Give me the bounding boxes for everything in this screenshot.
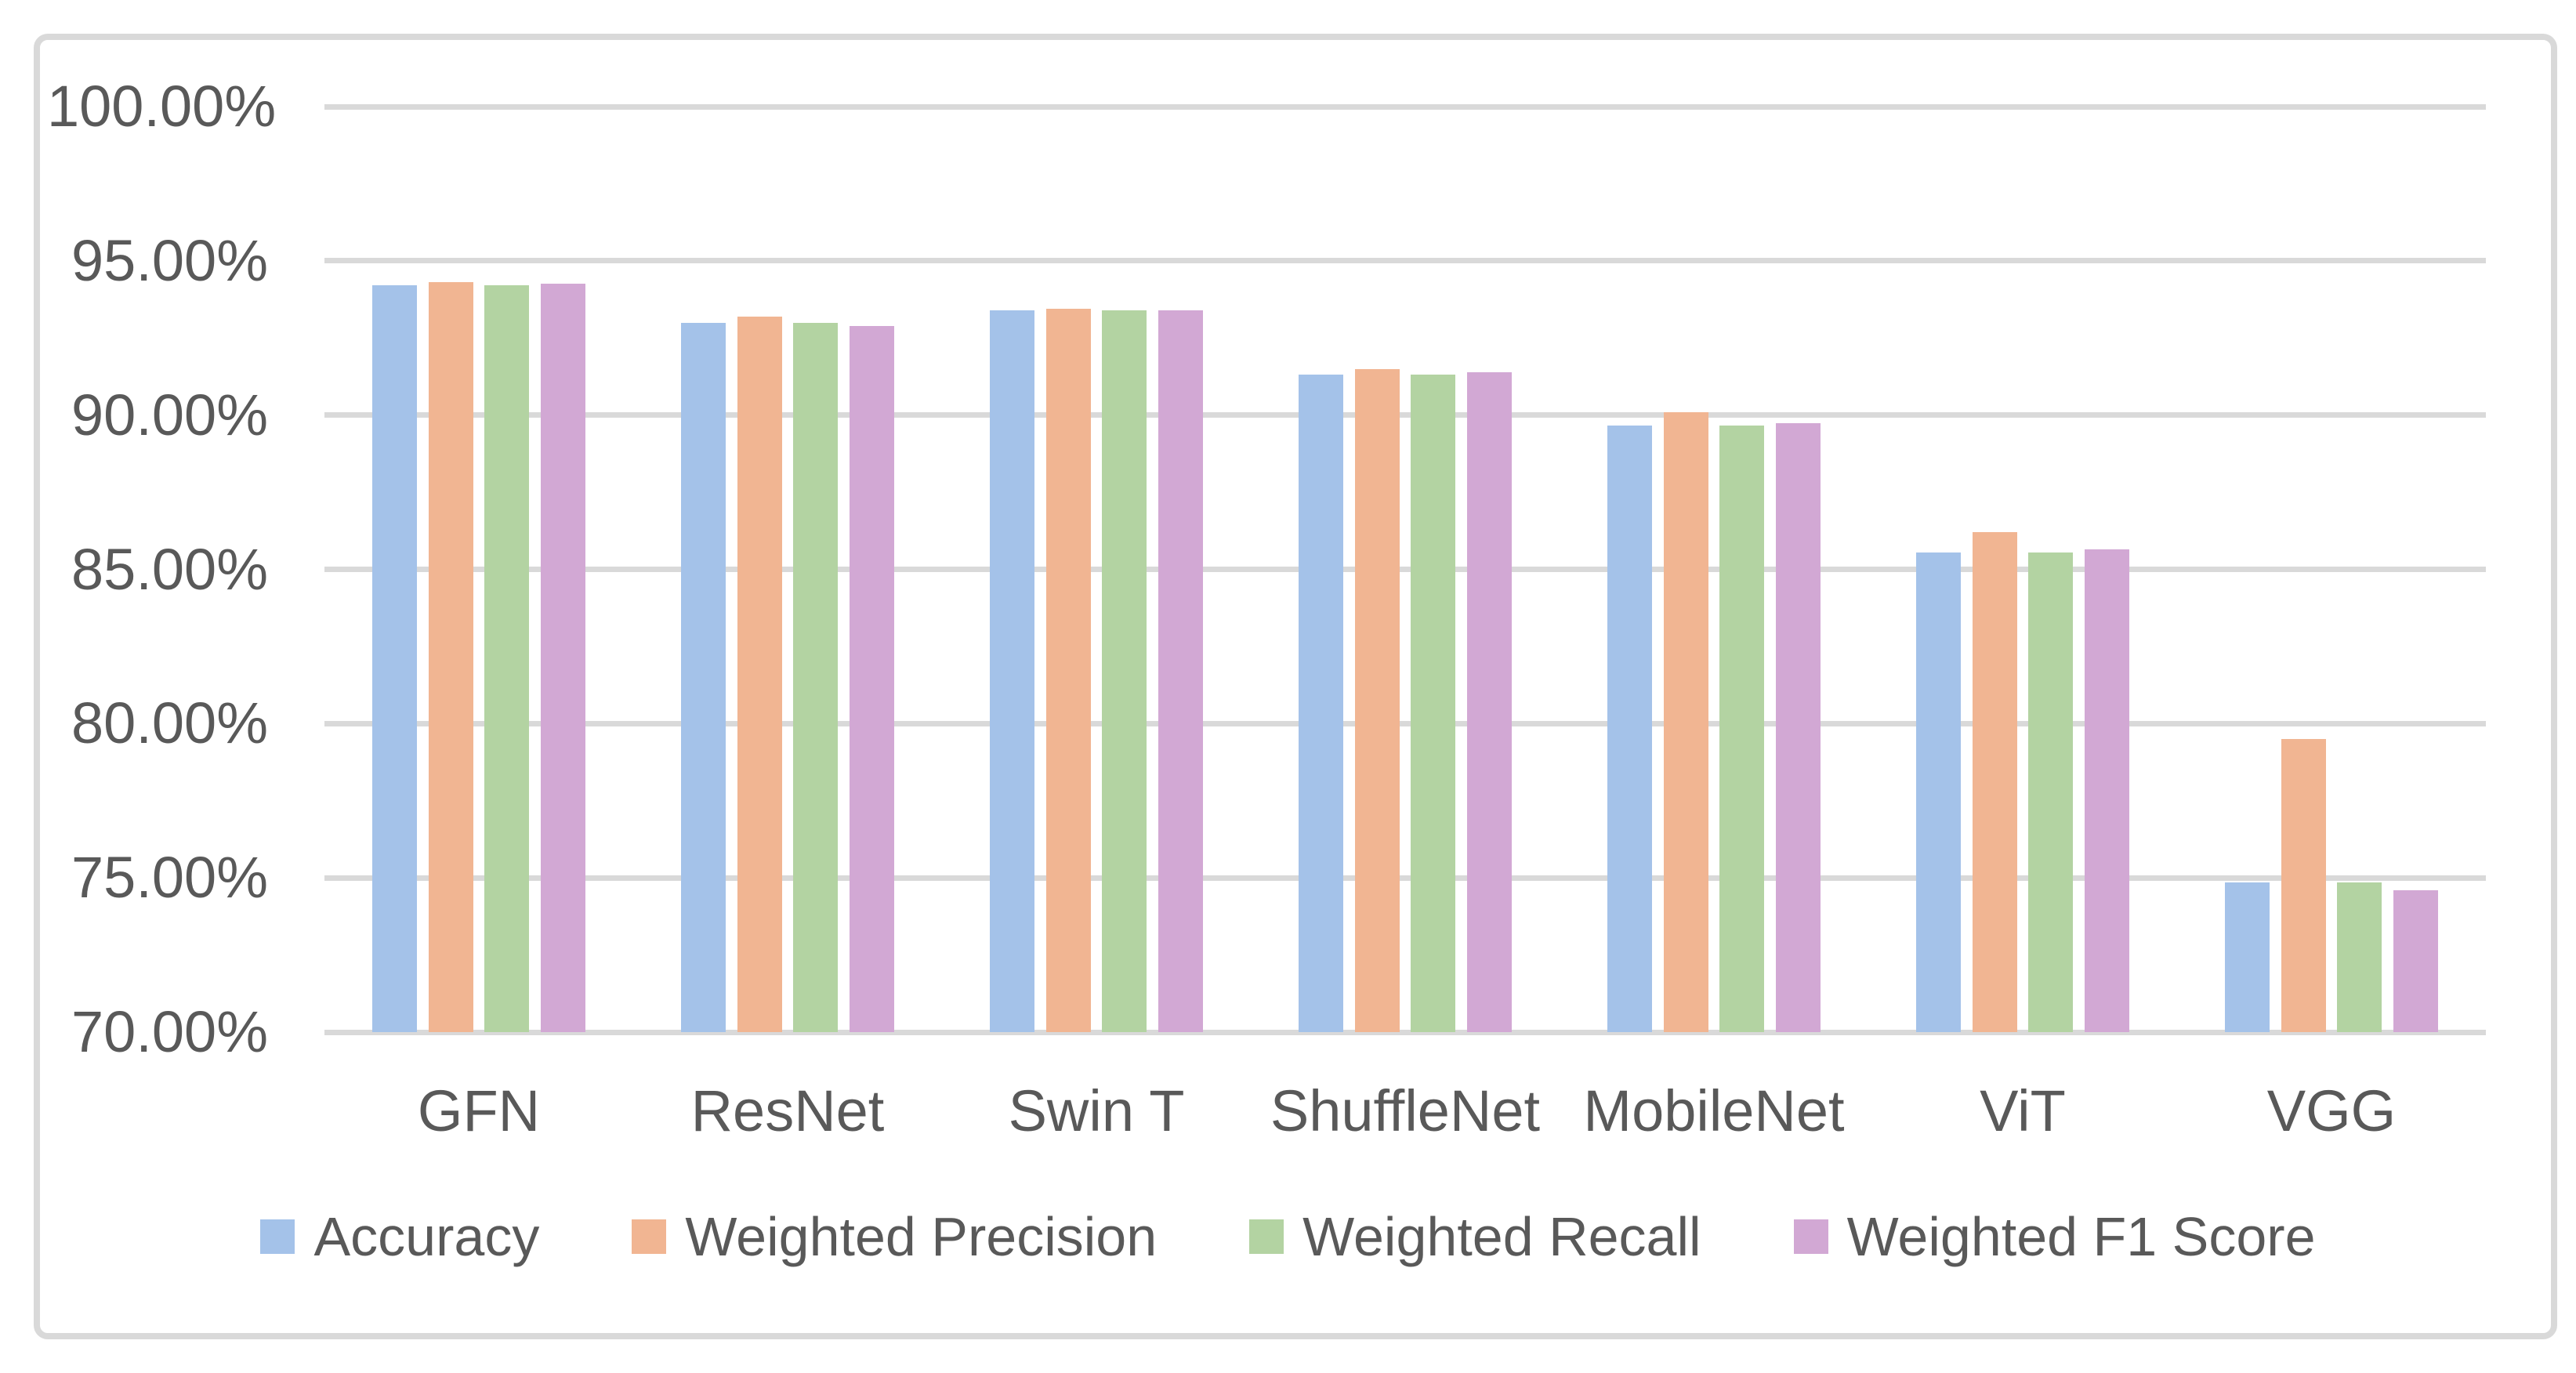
bar-shufflenet-weighted-f1-score bbox=[1466, 371, 1512, 1032]
gridline-75 bbox=[324, 875, 2486, 881]
bar-gfn-weighted-f1-score bbox=[540, 284, 585, 1032]
bar-vit-accuracy bbox=[1916, 552, 1962, 1032]
x-category-label-swin-t: Swin T bbox=[1008, 1078, 1185, 1143]
gridline-70 bbox=[324, 1029, 2486, 1035]
bar-gfn-accuracy bbox=[372, 285, 418, 1032]
x-category-label-gfn: GFN bbox=[417, 1078, 541, 1143]
x-category-label-vit: ViT bbox=[1980, 1078, 2066, 1143]
x-category-label-resnet: ResNet bbox=[690, 1078, 885, 1143]
x-category-label-vgg: VGG bbox=[2266, 1078, 2397, 1143]
legend-item-weighted-f1-score: Weighted F1 Score bbox=[1793, 1201, 2316, 1272]
bar-resnet-weighted-recall bbox=[793, 322, 839, 1032]
bar-shufflenet-weighted-precision bbox=[1354, 368, 1400, 1032]
legend: Accuracy Weighted Precision Weighted Recal… bbox=[0, 1197, 2576, 1276]
y-tick-label-90: 90.00% bbox=[71, 382, 268, 447]
bar-vit-weighted-precision bbox=[1972, 532, 2017, 1032]
y-tick-label-100: 100.00% bbox=[47, 74, 277, 139]
bar-swin-t-weighted-precision bbox=[1045, 308, 1091, 1032]
legend-label-weighted-f1-score: Weighted F1 Score bbox=[1846, 1206, 2316, 1267]
y-tick-label-80: 80.00% bbox=[71, 690, 268, 756]
bar-vgg-weighted-recall bbox=[2337, 882, 2382, 1032]
legend-label-weighted-precision: Weighted Precision bbox=[685, 1206, 1158, 1267]
x-category-label-shufflenet: ShuffleNet bbox=[1270, 1078, 1541, 1143]
bar-resnet-accuracy bbox=[681, 322, 726, 1032]
gridline-90 bbox=[324, 412, 2486, 418]
bar-vit-weighted-f1-score bbox=[2084, 549, 2129, 1032]
legend-item-weighted-recall: Weighted Recall bbox=[1249, 1201, 1701, 1272]
legend-label-accuracy: Accuracy bbox=[313, 1206, 540, 1267]
bar-mobilenet-weighted-recall bbox=[1719, 426, 1765, 1032]
bar-shufflenet-weighted-recall bbox=[1411, 375, 1456, 1032]
legend-swatch-weighted-f1-score bbox=[1793, 1219, 1828, 1254]
bar-resnet-weighted-precision bbox=[737, 316, 782, 1032]
bar-swin-t-accuracy bbox=[990, 310, 1035, 1032]
bar-swin-t-weighted-recall bbox=[1102, 310, 1147, 1032]
gridline-85 bbox=[324, 567, 2486, 572]
y-tick-label-75: 75.00% bbox=[71, 845, 268, 911]
bar-mobilenet-weighted-precision bbox=[1663, 411, 1708, 1032]
y-tick-label-85: 85.00% bbox=[71, 536, 268, 602]
bar-vgg-accuracy bbox=[2225, 882, 2270, 1032]
bar-shufflenet-accuracy bbox=[1299, 375, 1344, 1032]
bar-vit-weighted-recall bbox=[2028, 552, 2074, 1032]
legend-label-weighted-recall: Weighted Recall bbox=[1302, 1206, 1701, 1267]
x-category-label-mobilenet: MobileNet bbox=[1583, 1078, 1845, 1143]
bar-vgg-weighted-precision bbox=[2281, 739, 2326, 1032]
legend-item-accuracy: Accuracy bbox=[260, 1201, 539, 1272]
y-tick-label-95: 95.00% bbox=[71, 227, 268, 293]
bar-resnet-weighted-f1-score bbox=[849, 325, 894, 1032]
legend-swatch-accuracy bbox=[260, 1219, 295, 1254]
bar-gfn-weighted-recall bbox=[484, 285, 530, 1032]
gridline-100 bbox=[324, 103, 2486, 110]
bar-swin-t-weighted-f1-score bbox=[1158, 310, 1203, 1032]
legend-item-weighted-precision: Weighted Precision bbox=[632, 1201, 1157, 1272]
bar-mobilenet-weighted-f1-score bbox=[1775, 422, 1821, 1032]
legend-swatch-weighted-precision bbox=[632, 1219, 667, 1254]
bar-gfn-weighted-precision bbox=[428, 282, 473, 1032]
y-tick-label-70: 70.00% bbox=[71, 999, 268, 1064]
bar-mobilenet-accuracy bbox=[1607, 426, 1653, 1032]
gridline-95 bbox=[324, 258, 2486, 264]
legend-swatch-weighted-recall bbox=[1249, 1219, 1284, 1254]
bar-vgg-weighted-f1-score bbox=[2393, 889, 2438, 1032]
gridline-80 bbox=[324, 720, 2486, 726]
